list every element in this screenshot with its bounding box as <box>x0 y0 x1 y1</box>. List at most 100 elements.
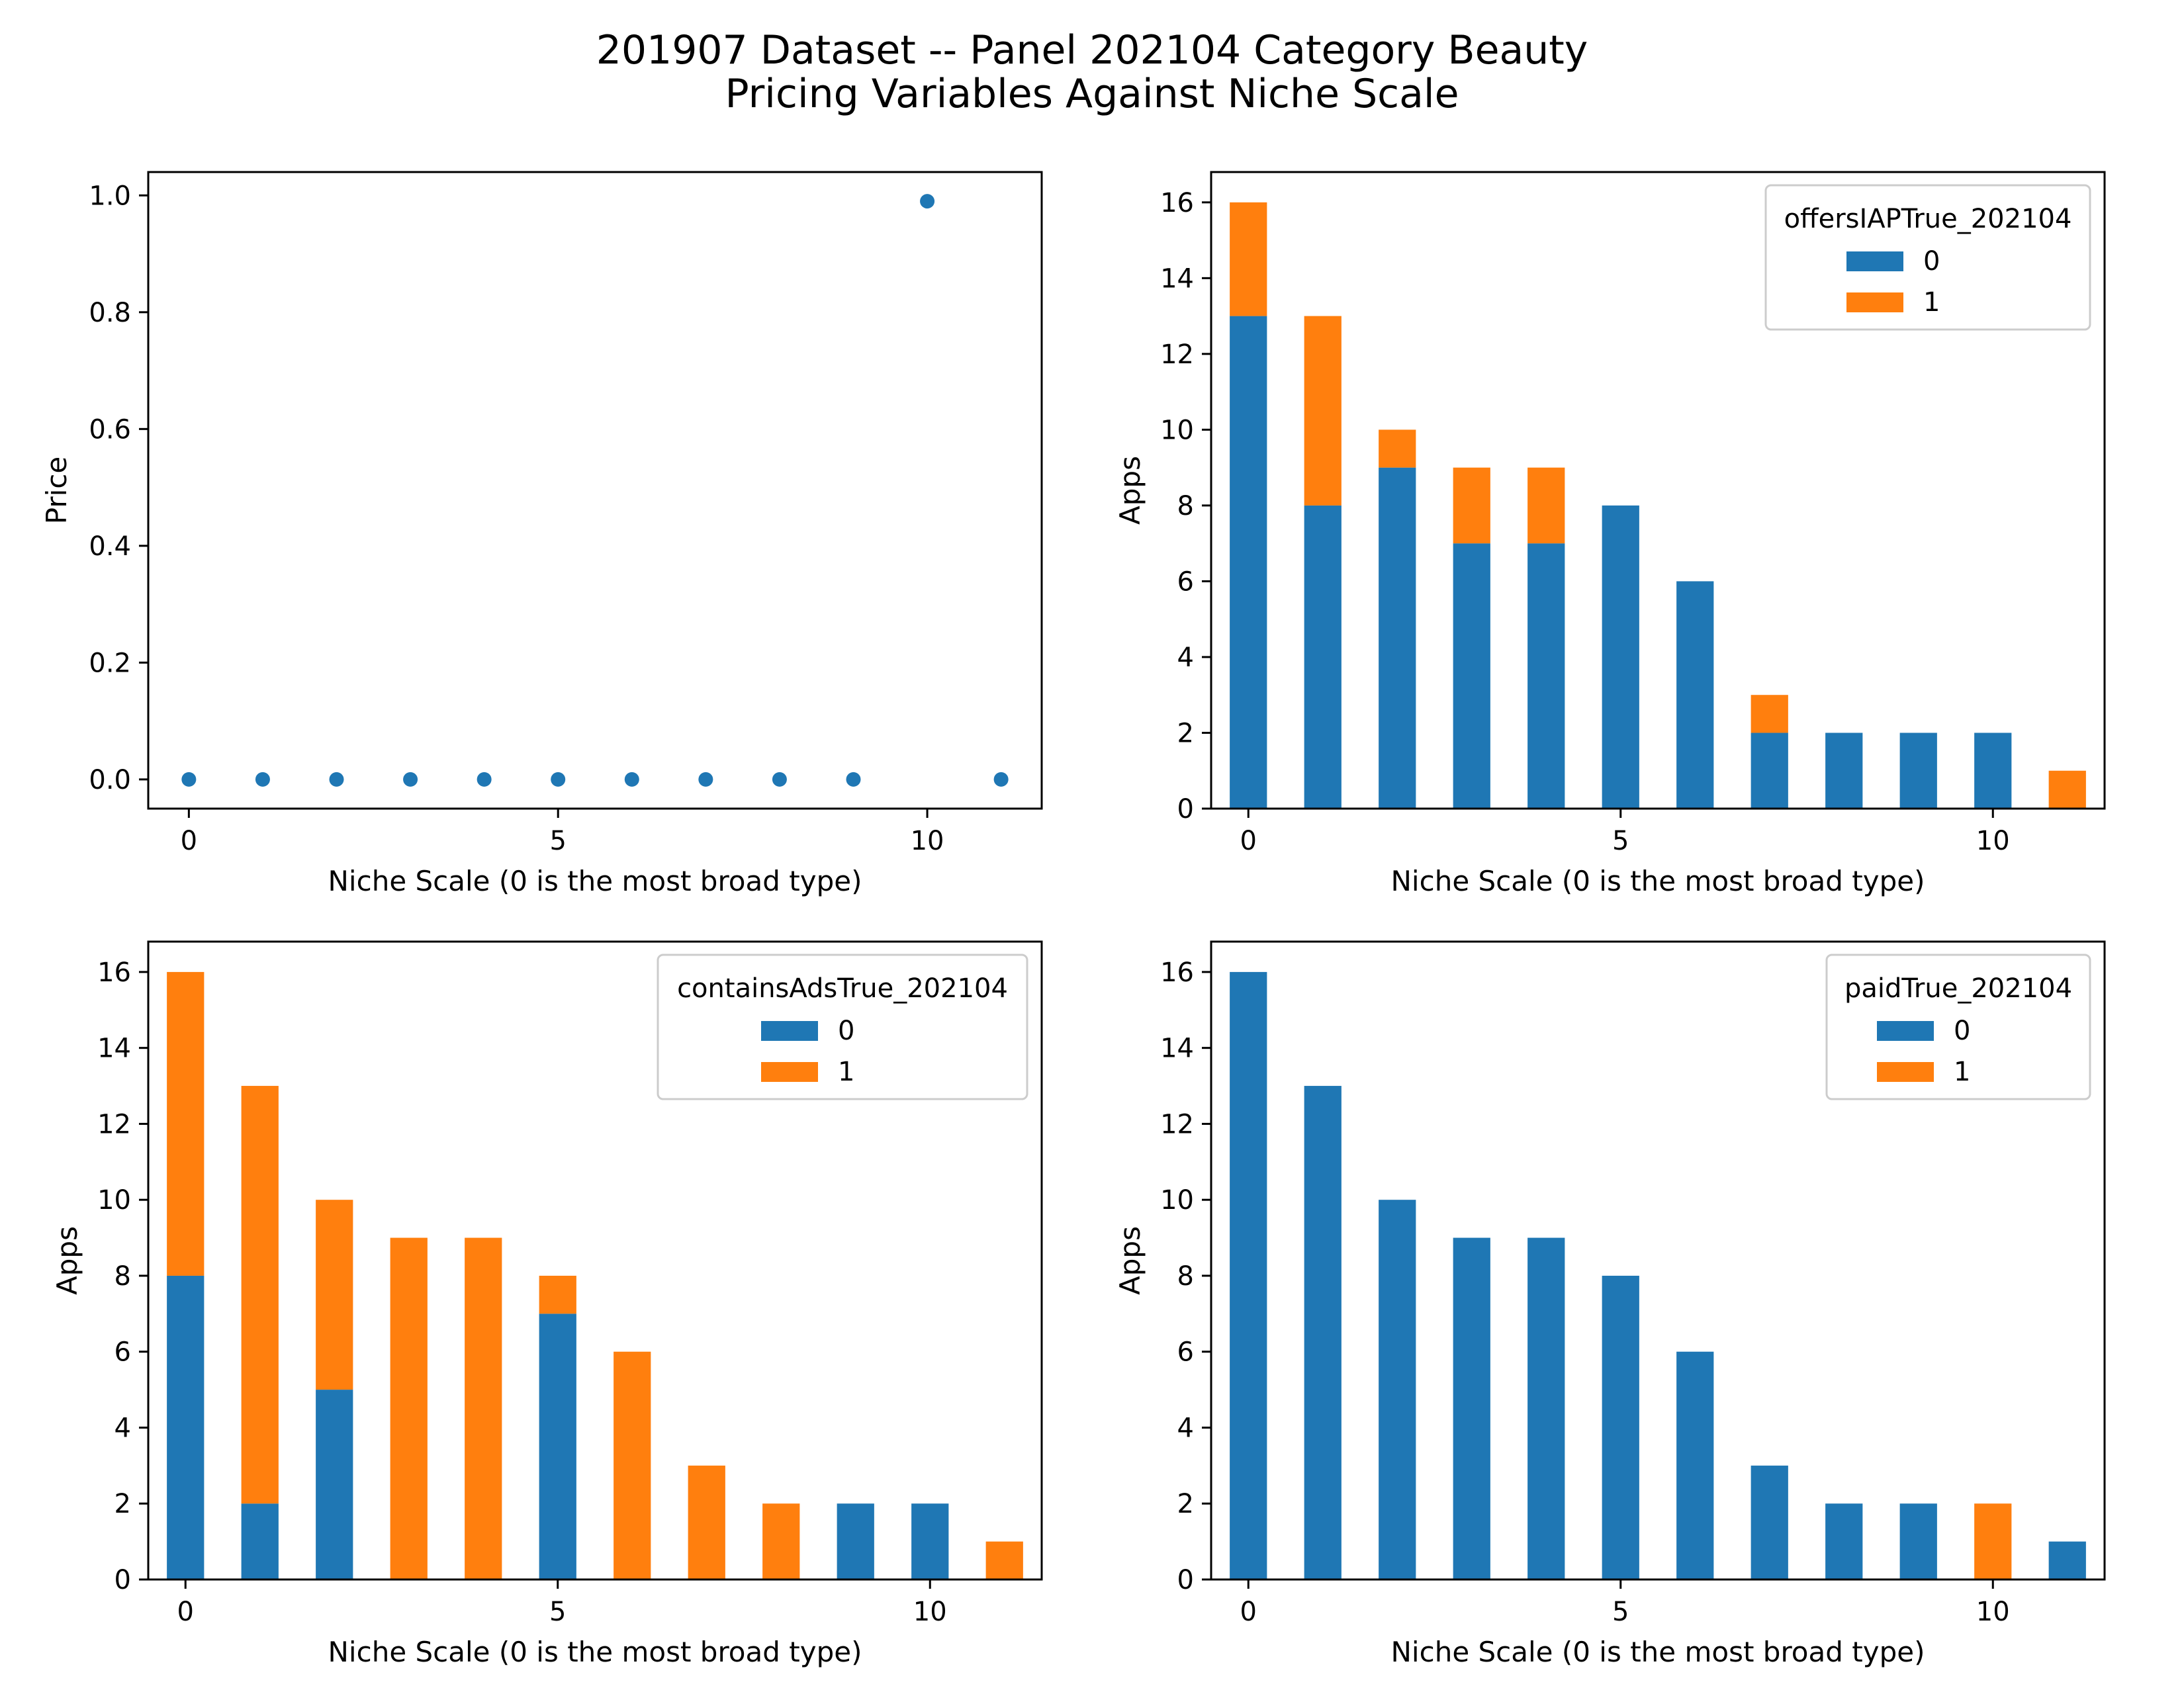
y-tick-label: 0 <box>1177 794 1194 824</box>
x-tick-label: 0 <box>1240 826 1257 856</box>
bar-niche-2-series-1 <box>316 1200 353 1390</box>
y-tick-label: 10 <box>1160 415 1194 445</box>
scatter-point-9 <box>846 772 861 787</box>
bar-niche-7-series-0 <box>1751 1465 1788 1579</box>
y-tick-label: 2 <box>1177 1489 1194 1519</box>
bar-niche-1-series-1 <box>1304 316 1342 506</box>
y-tick-label: 6 <box>1177 1337 1194 1368</box>
y-tick-label: 4 <box>1177 643 1194 673</box>
bar-niche-0-series-0 <box>1230 971 1267 1579</box>
bar-niche-5-series-0 <box>539 1313 576 1579</box>
y-tick-label: 0 <box>114 1565 131 1595</box>
y-tick-label: 10 <box>1160 1185 1194 1216</box>
bar-niche-3-series-0 <box>1453 543 1490 809</box>
bar-niche-0-series-1 <box>1230 202 1267 316</box>
bar-niche-6-series-1 <box>614 1351 651 1579</box>
x-tick-label: 5 <box>1612 1597 1629 1627</box>
legend: containsAdsTrue_202104 0 1 <box>657 954 1028 1100</box>
scatter-point-2 <box>329 772 344 787</box>
x-tick-label: 0 <box>181 826 197 856</box>
legend: paidTrue_202104 0 1 <box>1825 954 2091 1100</box>
x-axis-label: Niche Scale (0 is the most broad type) <box>1391 865 1925 897</box>
y-axis-label: Price <box>40 457 73 524</box>
subplot-1: 0 5 10 0.0 0.2 0.4 0.6 0.8 1.0 Niche Scale (0 is … <box>40 171 1043 897</box>
legend: offersIAPTrue_202104 0 1 <box>1764 184 2091 331</box>
x-tick-label: 0 <box>1240 1597 1257 1627</box>
scatter-point-10 <box>920 194 935 209</box>
plot-frame <box>1210 940 2106 1581</box>
bar-niche-7-series-0 <box>1751 733 1788 809</box>
scatter-point-3 <box>403 772 418 787</box>
y-tick-label: 4 <box>114 1413 131 1443</box>
bar-niche-8-series-1 <box>762 1503 800 1579</box>
y-tick-label: 0.4 <box>89 531 131 562</box>
bar-niche-2-series-0 <box>1379 1200 1416 1579</box>
bar-niche-6-series-0 <box>1676 581 1714 809</box>
y-tick-label: 0.8 <box>89 298 131 328</box>
y-axis-label: Apps <box>1114 456 1146 525</box>
x-axis-label: Niche Scale (0 is the most broad type) <box>328 1636 862 1668</box>
bar-niche-9-series-0 <box>1899 733 1937 809</box>
bar-niche-11-series-1 <box>985 1541 1023 1579</box>
y-axis-label: Apps <box>51 1226 83 1295</box>
x-tick-label: 5 <box>549 1597 566 1627</box>
bar-niche-9-series-0 <box>837 1503 874 1579</box>
bar-niche-3-series-0 <box>1453 1237 1490 1579</box>
x-tick-label: 10 <box>911 826 944 856</box>
bar-niche-9-series-0 <box>1899 1503 1937 1579</box>
plot-frame <box>147 171 1043 810</box>
bar-niche-1-series-0 <box>1304 505 1342 809</box>
legend-swatch-1 <box>1846 292 1903 312</box>
bar-niche-11-series-1 <box>2048 770 2086 809</box>
scatter-point-6 <box>624 772 639 787</box>
bar-niche-5-series-1 <box>539 1275 576 1314</box>
bar-niche-8-series-0 <box>1825 1503 1863 1579</box>
y-tick-label: 8 <box>1177 1261 1194 1292</box>
bar-niche-6-series-0 <box>1676 1351 1714 1579</box>
bar-niche-7-series-1 <box>1751 695 1788 733</box>
legend-title: containsAdsTrue_202104 <box>677 973 1008 1004</box>
scatter-point-5 <box>551 772 566 787</box>
bar-niche-1-series-0 <box>241 1503 279 1579</box>
bar-niche-4-series-1 <box>1527 467 1565 544</box>
x-tick-label: 10 <box>913 1597 947 1627</box>
y-tick-label: 12 <box>1160 339 1194 370</box>
x-tick-label: 5 <box>1612 826 1629 856</box>
legend-label-0: 0 <box>1923 246 1940 277</box>
legend-title: paidTrue_202104 <box>1844 973 2072 1004</box>
bar-niche-7-series-1 <box>688 1465 725 1579</box>
bar-niche-10-series-0 <box>1974 733 2012 809</box>
x-axis-label: Niche Scale (0 is the most broad type) <box>328 865 862 897</box>
figure-title-line-2: Pricing Variables Against Niche Scale <box>725 71 1459 117</box>
y-tick-label: 16 <box>1160 957 1194 988</box>
legend-swatch-0 <box>1877 1021 1934 1041</box>
bar-niche-0-series-0 <box>1230 316 1267 809</box>
bar-niche-2-series-0 <box>1379 467 1416 809</box>
scatter-point-11 <box>993 772 1009 787</box>
bar-niche-1-series-1 <box>241 1086 279 1504</box>
y-tick-label: 0.6 <box>89 414 131 445</box>
bar-niche-2-series-1 <box>1379 429 1416 468</box>
y-tick-label: 0.2 <box>89 648 131 678</box>
legend-title: offersIAPTrue_202104 <box>1784 204 2072 234</box>
y-tick-label: 16 <box>1160 188 1194 218</box>
scatter-point-0 <box>181 772 197 787</box>
legend-box <box>657 954 1028 1100</box>
scatter-point-7 <box>698 772 713 787</box>
legend-swatch-1 <box>1877 1062 1934 1082</box>
bar-niche-4-series-1 <box>465 1237 502 1579</box>
legend-label-0: 0 <box>838 1016 854 1046</box>
y-tick-label: 14 <box>97 1034 131 1064</box>
bar-niche-4-series-0 <box>1527 543 1565 809</box>
legend-label-1: 1 <box>1923 287 1940 318</box>
bar-niche-5-series-0 <box>1602 505 1639 809</box>
scatter-point-8 <box>772 772 787 787</box>
bar-niche-11-series-0 <box>2048 1541 2086 1579</box>
scatter-point-1 <box>255 772 270 787</box>
x-axis-label: Niche Scale (0 is the most broad type) <box>1391 1636 1925 1668</box>
plot-frame <box>1210 171 2106 810</box>
